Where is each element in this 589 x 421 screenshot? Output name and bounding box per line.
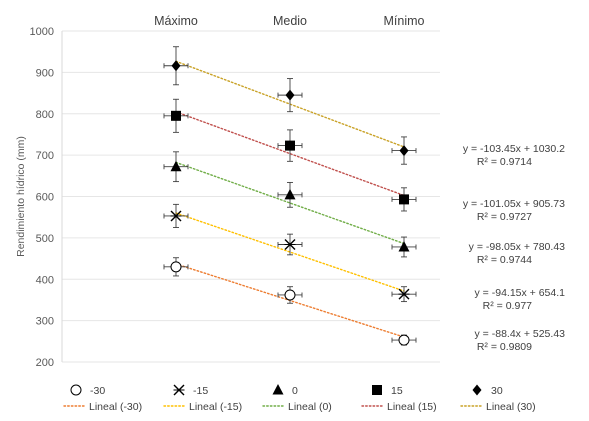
legend-label: 15	[391, 385, 403, 397]
data-point	[171, 110, 181, 121]
y-tick-label: 400	[36, 274, 54, 286]
data-point	[398, 334, 410, 346]
data-point	[285, 140, 295, 151]
data-point	[399, 194, 409, 205]
legend-trend-label: Lineal (-15)	[189, 401, 242, 413]
y-tick-label: 900	[36, 67, 54, 79]
axis-layer: 200 300 400 500 600 700 800 900 1000 Rendimiento …	[15, 14, 425, 369]
legend-marker	[173, 384, 185, 396]
data-point	[170, 160, 182, 172]
data-point	[284, 289, 296, 301]
trend-r2: R² = 0.9727	[477, 211, 532, 223]
legend-trend-label: Lineal (-30)	[89, 401, 142, 413]
category-label: Máximo	[154, 14, 198, 28]
y-tick-label: 700	[36, 150, 54, 162]
trend-equation: y = -88.4x + 525.43	[475, 328, 566, 340]
marker-layer	[170, 60, 410, 346]
data-point	[170, 210, 182, 222]
grid-layer	[62, 30, 440, 363]
legend-trend-label: Lineal (0)	[288, 401, 332, 413]
data-point	[284, 188, 296, 200]
y-tick-label: 200	[36, 357, 54, 369]
data-point	[170, 261, 182, 273]
trend-r2: R² = 0.9714	[477, 156, 532, 168]
legend-marker	[372, 385, 382, 395]
legend-label: 0	[292, 385, 298, 397]
trend-r2: R² = 0.977	[483, 300, 532, 312]
trend-r2: R² = 0.9744	[477, 254, 532, 266]
legend-label: -15	[193, 385, 208, 397]
y-tick-label: 800	[36, 109, 54, 121]
trend-equation: y = -98.05x + 780.43	[469, 241, 565, 253]
y-tick-label: 1000	[30, 26, 54, 38]
category-label: Mínimo	[384, 14, 425, 28]
category-label: Medio	[273, 14, 307, 28]
trend-equation: y = -103.45x + 1030.2	[463, 143, 565, 155]
legend-trend-label: Lineal (15)	[387, 401, 437, 413]
legend-marker	[472, 384, 482, 396]
trend-r2: R² = 0.9809	[477, 341, 532, 353]
data-point	[285, 89, 295, 101]
trend-equation: y = -94.15x + 654.1	[475, 287, 566, 299]
legend-layer: -30 -15 0 15 30 Lineal (-30) Lineal (-15) Linea…	[63, 384, 536, 413]
data-point	[284, 239, 296, 250]
data-point	[398, 288, 410, 300]
y-tick-label: 500	[36, 233, 54, 245]
legend-label: 30	[491, 385, 503, 397]
trend-equation: y = -101.05x + 905.73	[463, 198, 565, 210]
legend-marker	[70, 384, 82, 396]
data-point	[398, 240, 410, 252]
data-point	[171, 60, 181, 72]
trendline	[175, 161, 405, 245]
legend-marker	[272, 384, 284, 395]
data-point	[399, 145, 409, 157]
y-tick-label: 300	[36, 316, 54, 328]
legend-label: -30	[90, 385, 105, 397]
y-axis-title: Rendimiento hídrico (mm)	[15, 136, 27, 257]
legend-trend-label: Lineal (30)	[486, 401, 536, 413]
y-tick-label: 600	[36, 192, 54, 204]
